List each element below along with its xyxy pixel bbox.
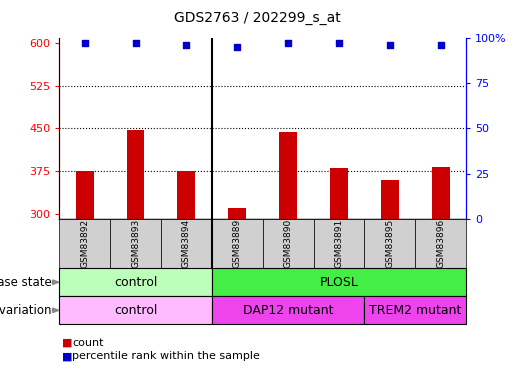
Text: ■: ■ bbox=[62, 338, 72, 348]
Text: genotype/variation: genotype/variation bbox=[0, 304, 52, 317]
Text: GSM83893: GSM83893 bbox=[131, 219, 140, 268]
Point bbox=[233, 44, 242, 50]
Text: count: count bbox=[72, 338, 104, 348]
Point bbox=[131, 40, 140, 46]
Point bbox=[386, 42, 394, 48]
Bar bbox=[127, 130, 144, 219]
Bar bbox=[178, 171, 195, 219]
Text: GSM83896: GSM83896 bbox=[436, 219, 445, 268]
Bar bbox=[381, 180, 399, 219]
Point bbox=[284, 40, 292, 46]
Text: ■: ■ bbox=[62, 351, 72, 361]
Bar bbox=[330, 168, 348, 219]
Text: GSM83889: GSM83889 bbox=[233, 219, 242, 268]
Text: PLOSL: PLOSL bbox=[319, 276, 358, 289]
Text: percentile rank within the sample: percentile rank within the sample bbox=[72, 351, 260, 361]
Point bbox=[80, 40, 89, 46]
Text: GSM83892: GSM83892 bbox=[80, 219, 89, 268]
Point bbox=[335, 40, 343, 46]
Text: control: control bbox=[114, 276, 157, 289]
Text: control: control bbox=[114, 304, 157, 317]
Point bbox=[182, 42, 191, 48]
Text: GSM83895: GSM83895 bbox=[385, 219, 394, 268]
Text: GSM83894: GSM83894 bbox=[182, 219, 191, 268]
Bar bbox=[228, 208, 246, 219]
Bar bbox=[76, 171, 94, 219]
Bar bbox=[432, 167, 450, 219]
Text: GDS2763 / 202299_s_at: GDS2763 / 202299_s_at bbox=[174, 11, 341, 25]
Text: DAP12 mutant: DAP12 mutant bbox=[243, 304, 333, 317]
Bar bbox=[279, 132, 297, 219]
Point bbox=[437, 42, 445, 48]
Text: disease state: disease state bbox=[0, 276, 52, 289]
Text: GSM83891: GSM83891 bbox=[334, 219, 344, 268]
Text: TREM2 mutant: TREM2 mutant bbox=[369, 304, 461, 317]
Text: GSM83890: GSM83890 bbox=[284, 219, 293, 268]
